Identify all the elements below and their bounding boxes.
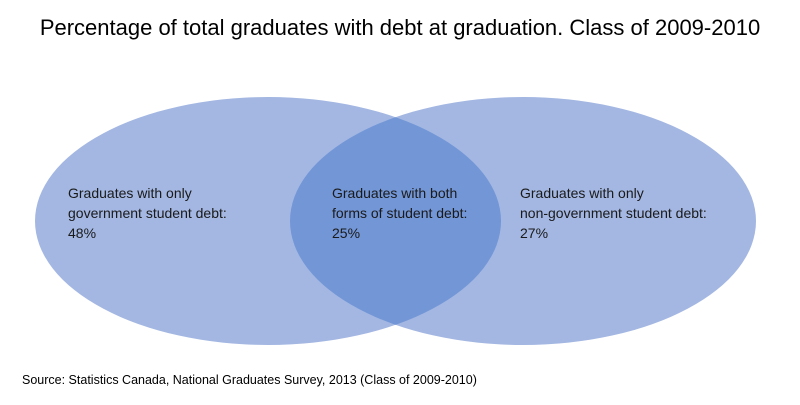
label-non-government-only-line1: Graduates with only [520,185,644,201]
label-government-only-line2: government student debt: [68,205,227,221]
label-both-forms-value: 25% [332,225,361,241]
label-both-forms-line2: forms of student debt: [332,205,468,221]
label-non-government-only-line2: non-government student debt: [520,205,707,221]
label-non-government-only-value: 27% [520,225,549,241]
ellipse-overlap-both-debts [290,97,501,345]
label-government-only-value: 48% [68,225,97,241]
label-government-only-line1: Graduates with only [68,185,192,201]
label-both-forms-line1: Graduates with both [332,185,458,201]
diagram-title: Percentage of total graduates with debt … [39,15,761,40]
label-non-government-only: Graduates with only non-government stude… [520,183,707,243]
source-note: Source: Statistics Canada, National Grad… [22,373,477,387]
label-government-only: Graduates with only government student d… [68,183,227,243]
label-both-forms: Graduates with both forms of student deb… [332,183,467,243]
